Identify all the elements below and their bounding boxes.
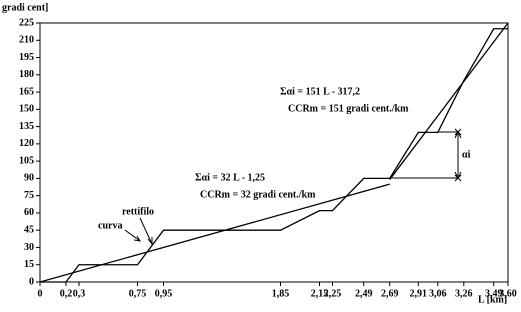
y-tick-label: 135 [19, 121, 34, 132]
y-tick-label: 150 [19, 104, 34, 115]
pointer-arrows [124, 217, 153, 246]
y-tick-label: 75 [24, 190, 34, 201]
annotation: αi [462, 149, 471, 160]
y-tick-label: 225 [19, 17, 34, 28]
y-tick-label: 0 [29, 276, 34, 287]
annotation: Σαi = 32 L - 1,25 [195, 172, 265, 183]
y-tick-label: 30 [24, 242, 34, 253]
bracket [390, 128, 462, 182]
x-tick-label: 2,69 [381, 288, 399, 299]
x-tick-label: 3,49 [485, 288, 503, 299]
series-label: rettifilo [122, 206, 154, 217]
y-tick-label: 15 [24, 259, 34, 270]
y-tick-label: 90 [24, 173, 34, 184]
x-tick-label: 2,91 [410, 288, 428, 299]
x-tick-label: 0,95 [155, 288, 173, 299]
x-axis-label: L [km] [478, 294, 507, 305]
y-tick-label: 210 [19, 35, 34, 46]
x-tick-label: 1,85 [272, 288, 290, 299]
annotation: Σαi = 151 L - 317,2 [280, 86, 360, 97]
x-tick-label: 3,06 [429, 288, 447, 299]
y-tick-label: 180 [19, 69, 34, 80]
x-tick-label: 0,3 [73, 288, 86, 299]
series-line [389, 22, 509, 180]
plot-frame [39, 22, 509, 283]
y-tick-label: 165 [19, 86, 34, 97]
x-tick-label: 0 [38, 288, 43, 299]
y-tick-label: 45 [24, 224, 34, 235]
annotation: CCRm = 151 gradi cent./km [288, 103, 409, 114]
x-tick-label: 2,15 [311, 288, 329, 299]
y-tick-label: 60 [24, 207, 34, 218]
y-tick-label: 105 [19, 155, 34, 166]
y-tick-label: 195 [19, 52, 34, 63]
x-tick-label: 3,60 [499, 288, 517, 299]
x-tick-label: 2,49 [355, 288, 373, 299]
x-tick-label: 0,75 [129, 288, 147, 299]
annotation: CCRm = 32 gradi cent./km [200, 189, 316, 200]
x-tick-label: 2,25 [324, 288, 342, 299]
series-line [39, 183, 390, 283]
x-tick-label: 0,2 [60, 288, 73, 299]
y-tick-label: 120 [19, 138, 34, 149]
series-label: curva [98, 220, 122, 231]
y-axis-label: gradi cent] [2, 2, 48, 13]
x-tick-label: 3,26 [455, 288, 473, 299]
series-line [40, 28, 508, 283]
